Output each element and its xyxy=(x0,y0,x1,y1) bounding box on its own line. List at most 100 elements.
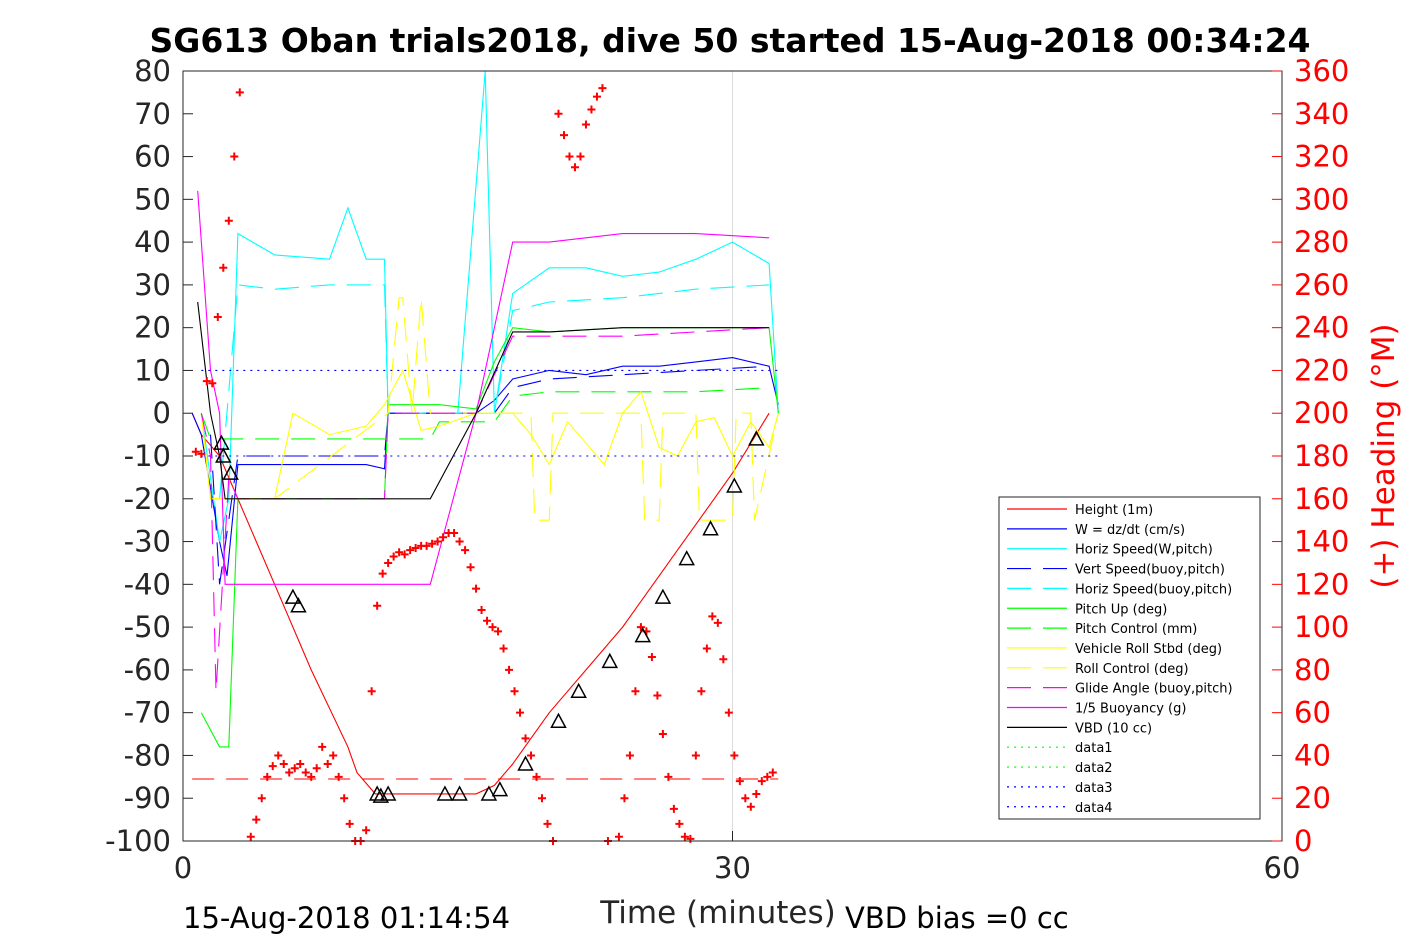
heading-point xyxy=(230,152,239,161)
series-line-5 xyxy=(200,327,779,748)
triangle-point xyxy=(491,781,509,797)
heading-point xyxy=(625,751,634,760)
heading-point xyxy=(532,772,541,781)
y-tick-label: 40 xyxy=(134,225,171,259)
series-line-6 xyxy=(200,387,770,440)
legend-entry: VBD (10 cc) xyxy=(1075,721,1152,736)
triangle-point xyxy=(480,785,498,801)
heading-point xyxy=(527,751,536,760)
heading-point xyxy=(592,92,601,101)
heading-point xyxy=(461,546,470,555)
series-line-0 xyxy=(191,412,770,795)
heading-point xyxy=(581,120,590,129)
y-tick-label: 0 xyxy=(153,396,171,430)
heading-point xyxy=(614,832,623,841)
heading-point xyxy=(708,612,717,621)
heading-point xyxy=(307,772,316,781)
y-tick-label: 20 xyxy=(134,311,171,345)
y-right-tick-label: 120 xyxy=(1294,567,1349,601)
heading-point xyxy=(433,537,442,546)
heading-point xyxy=(675,819,684,828)
heading-point xyxy=(763,772,772,781)
heading-point xyxy=(576,152,585,161)
heading-point xyxy=(466,563,475,572)
heading-point xyxy=(219,263,228,272)
triangle-point xyxy=(702,520,719,536)
heading-point xyxy=(620,794,629,803)
heading-point xyxy=(428,539,437,548)
legend-entry: Horiz Speed(buoy,pitch) xyxy=(1075,582,1232,597)
heading-point xyxy=(235,88,244,97)
y-tick-label: -30 xyxy=(124,525,171,559)
x-axis: 0 30 60 xyxy=(174,831,1300,885)
heading-point xyxy=(724,708,733,717)
heading-point xyxy=(587,105,596,114)
heading-point xyxy=(477,606,486,614)
heading-point xyxy=(543,819,552,828)
heading-point xyxy=(697,687,706,696)
triangle-point xyxy=(368,785,386,801)
heading-point xyxy=(669,804,678,813)
triangle-point xyxy=(222,464,239,480)
heading-point xyxy=(757,777,766,786)
y-axis-left: 80 70 60 50 40 30 20 10 0 -10 -20 -30 -40 -50 -60 -70 -8… xyxy=(105,54,193,858)
series-line-4 xyxy=(219,284,770,499)
heading-point xyxy=(395,548,404,557)
heading-point xyxy=(197,449,206,458)
heading-point xyxy=(191,447,200,456)
heading-point xyxy=(598,84,607,93)
y-tick-label: -40 xyxy=(124,567,171,601)
triangle-point xyxy=(436,785,454,801)
series-line-11 xyxy=(197,301,770,500)
triangle-point xyxy=(550,712,567,728)
triangle-point xyxy=(517,755,534,771)
heading-point xyxy=(768,768,777,777)
chart-title: SG613 Oban trials2018, dive 50 started 1… xyxy=(149,21,1310,60)
heading-point xyxy=(389,552,398,561)
legend-entry: 1/5 Buoyancy (g) xyxy=(1075,702,1186,717)
heading-point xyxy=(406,546,415,555)
heading-point xyxy=(439,533,448,542)
heading-point xyxy=(680,832,689,841)
triangle-point xyxy=(284,588,302,604)
y-tick-label: -90 xyxy=(124,781,171,815)
heading-point xyxy=(296,760,305,768)
triangle-point xyxy=(601,652,619,669)
legend-entry: Pitch Control (mm) xyxy=(1075,622,1197,637)
y-tick-label: 30 xyxy=(134,268,171,302)
heading-point xyxy=(208,379,217,388)
heading-point xyxy=(367,687,376,696)
heading-point xyxy=(411,543,420,552)
triangle-markers xyxy=(213,430,765,803)
heading-point xyxy=(538,794,547,803)
heading-point xyxy=(719,655,728,664)
series-line-9 xyxy=(200,327,770,692)
legend-entry: data3 xyxy=(1075,781,1113,796)
heading-point xyxy=(373,601,382,610)
triangle-point xyxy=(379,785,397,801)
y-tick-label: 60 xyxy=(134,140,171,174)
y-right-tick-label: 40 xyxy=(1294,738,1331,772)
legend-entry: Pitch Up (deg) xyxy=(1075,602,1167,617)
legend: Height (1m) W = dz/dt (cm/s) Horiz Speed(W… xyxy=(998,496,1261,820)
heading-point xyxy=(224,216,233,225)
heading-point xyxy=(730,751,739,760)
heading-point xyxy=(570,163,579,172)
legend-entry: W = dz/dt (cm/s) xyxy=(1075,523,1185,538)
heading-point xyxy=(213,312,222,321)
heading-point xyxy=(565,152,574,161)
y-right-tick-label: 360 xyxy=(1294,54,1349,88)
y-right-tick-label: 0 xyxy=(1294,824,1312,858)
heading-point xyxy=(263,772,272,781)
y-tick-label: -50 xyxy=(124,610,171,644)
heading-point xyxy=(499,644,508,653)
y-right-tick-label: 220 xyxy=(1294,353,1349,387)
heading-point xyxy=(312,764,321,773)
heading-point xyxy=(702,644,711,653)
heading-point xyxy=(378,569,387,578)
heading-point xyxy=(329,751,338,760)
y-right-tick-label: 340 xyxy=(1294,97,1349,131)
y-tick-label: 70 xyxy=(134,97,171,131)
heading-point xyxy=(257,794,266,803)
